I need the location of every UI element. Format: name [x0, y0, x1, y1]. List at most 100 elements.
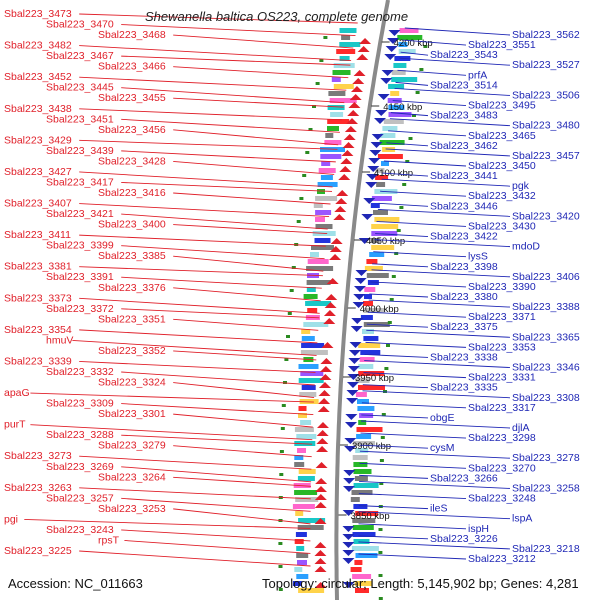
- gene-callout-line: [358, 511, 511, 520]
- gene-label-reverse: Sbal223_3248: [468, 493, 536, 505]
- gene-label-reverse: Sbal223_3462: [430, 140, 498, 152]
- kbp-label: 4150 kbp: [383, 102, 422, 113]
- reverse-gene-arrow: [371, 134, 384, 140]
- gene-block: [353, 539, 370, 544]
- gene-block: [301, 343, 325, 348]
- gene-callout-line: [360, 432, 467, 439]
- kbp-label: 3900 kbp: [352, 441, 391, 452]
- gene-block: [299, 392, 317, 397]
- gene-label-reverse: Sbal223_3353: [468, 341, 536, 353]
- gene-label-forward: Sbal223_3429: [4, 134, 72, 146]
- gene-block: [317, 189, 325, 194]
- gene-callout-line: [121, 308, 320, 319]
- tick-mark: [402, 183, 407, 186]
- gene-block: [388, 105, 405, 110]
- gene-callout-line: [363, 372, 467, 379]
- forward-gene-arrow: [314, 582, 327, 588]
- reverse-gene-arrow: [367, 166, 380, 172]
- gene-label-reverse: Sbal223_3371: [468, 311, 536, 323]
- gene-label-reverse: ileS: [430, 503, 448, 515]
- gene-callout-line: [121, 55, 351, 66]
- gene-block: [356, 434, 372, 439]
- gene-label-reverse: Sbal223_3388: [512, 301, 580, 313]
- gene-callout-line: [173, 192, 331, 205]
- gene-label-forward: Sbal223_3373: [4, 292, 72, 304]
- gene-label-forward: Sbal223_3372: [46, 303, 114, 315]
- gene-block: [398, 49, 416, 54]
- gene-block: [325, 133, 334, 138]
- gene-label-reverse: Sbal223_3446: [430, 200, 498, 212]
- gene-block: [314, 238, 331, 243]
- gene-callout-line: [404, 27, 511, 36]
- forward-gene-arrow: [338, 174, 351, 180]
- genome-backbone: [334, 0, 390, 600]
- gene-block: [341, 35, 351, 40]
- reverse-gene-arrow: [380, 78, 393, 84]
- gene-label-forward: Sbal223_3243: [46, 524, 114, 536]
- gene-callout-line: [366, 323, 429, 328]
- gene-callout-line: [364, 354, 429, 358]
- gene-callout-line: [390, 112, 429, 117]
- gene-block: [313, 203, 323, 208]
- reverse-gene-arrow: [342, 534, 355, 540]
- gene-block: [355, 553, 378, 558]
- gene-callout-line: [367, 311, 467, 318]
- gene-label-forward: Sbal223_3269: [46, 461, 114, 473]
- gene-callout-line: [375, 233, 429, 237]
- gene-callout-line: [400, 51, 429, 56]
- gene-block: [391, 77, 418, 82]
- tick-mark: [284, 358, 289, 361]
- gene-block: [391, 70, 406, 75]
- gene-label-forward: Sbal223_3417: [46, 176, 114, 188]
- gene-callout-line: [121, 87, 345, 104]
- forward-gene-arrow: [347, 110, 360, 116]
- gene-label-reverse: Sbal223_3278: [512, 452, 580, 464]
- gene-block: [353, 469, 372, 474]
- gene-block: [363, 308, 386, 313]
- forward-gene-arrow: [319, 366, 332, 372]
- gene-callout-line: [121, 213, 328, 230]
- reverse-gene-arrow: [346, 390, 359, 396]
- tick-mark: [323, 36, 328, 39]
- reverse-gene-arrow: [384, 54, 397, 60]
- gene-label-forward: Sbal223_3309: [46, 398, 114, 410]
- gene-block: [333, 84, 354, 89]
- forward-gene-arrow: [316, 438, 329, 444]
- gene-label-forward: Sbal223_3391: [46, 271, 114, 283]
- gene-block: [358, 385, 385, 390]
- forward-gene-arrow: [317, 406, 330, 412]
- tick-mark: [278, 588, 283, 591]
- forward-gene-arrow: [340, 158, 353, 164]
- gene-callout-line: [173, 476, 312, 487]
- reverse-gene-arrow: [342, 558, 355, 564]
- tick-mark: [391, 275, 396, 278]
- gene-label-forward: Sbal223_3273: [4, 450, 72, 462]
- forward-gene-arrow: [319, 374, 332, 380]
- gene-block: [315, 217, 325, 222]
- gene-label-forward: Sbal223_3339: [4, 355, 72, 367]
- forward-gene-arrow: [330, 238, 343, 244]
- gene-callout-line: [173, 66, 349, 79]
- gene-label-reverse: Sbal223_3270: [468, 462, 536, 474]
- gene-block: [296, 546, 305, 551]
- gene-block: [358, 371, 385, 376]
- gene-block: [321, 161, 331, 166]
- gene-block: [382, 126, 398, 131]
- gene-label-forward: Sbal223_3470: [46, 19, 114, 31]
- reverse-gene-arrow: [361, 214, 374, 220]
- gene-block: [306, 287, 316, 292]
- gene-callout-line: [121, 276, 322, 289]
- gene-callout-line: [30, 392, 314, 403]
- reverse-gene-arrow: [353, 286, 366, 292]
- gene-block: [377, 154, 403, 159]
- forward-gene-arrow: [325, 294, 338, 300]
- gene-label-reverse: Sbal223_3212: [468, 553, 536, 565]
- gene-label-forward: Sbal223_3482: [4, 40, 72, 52]
- tick-mark: [412, 114, 416, 117]
- gene-block: [359, 357, 375, 362]
- gene-block: [298, 518, 326, 523]
- gene-label-forward: Sbal223_3445: [46, 82, 114, 94]
- gene-callout-line: [374, 239, 511, 248]
- gene-label-forward: Sbal223_3411: [4, 229, 71, 241]
- gene-label-forward: purT: [4, 419, 26, 431]
